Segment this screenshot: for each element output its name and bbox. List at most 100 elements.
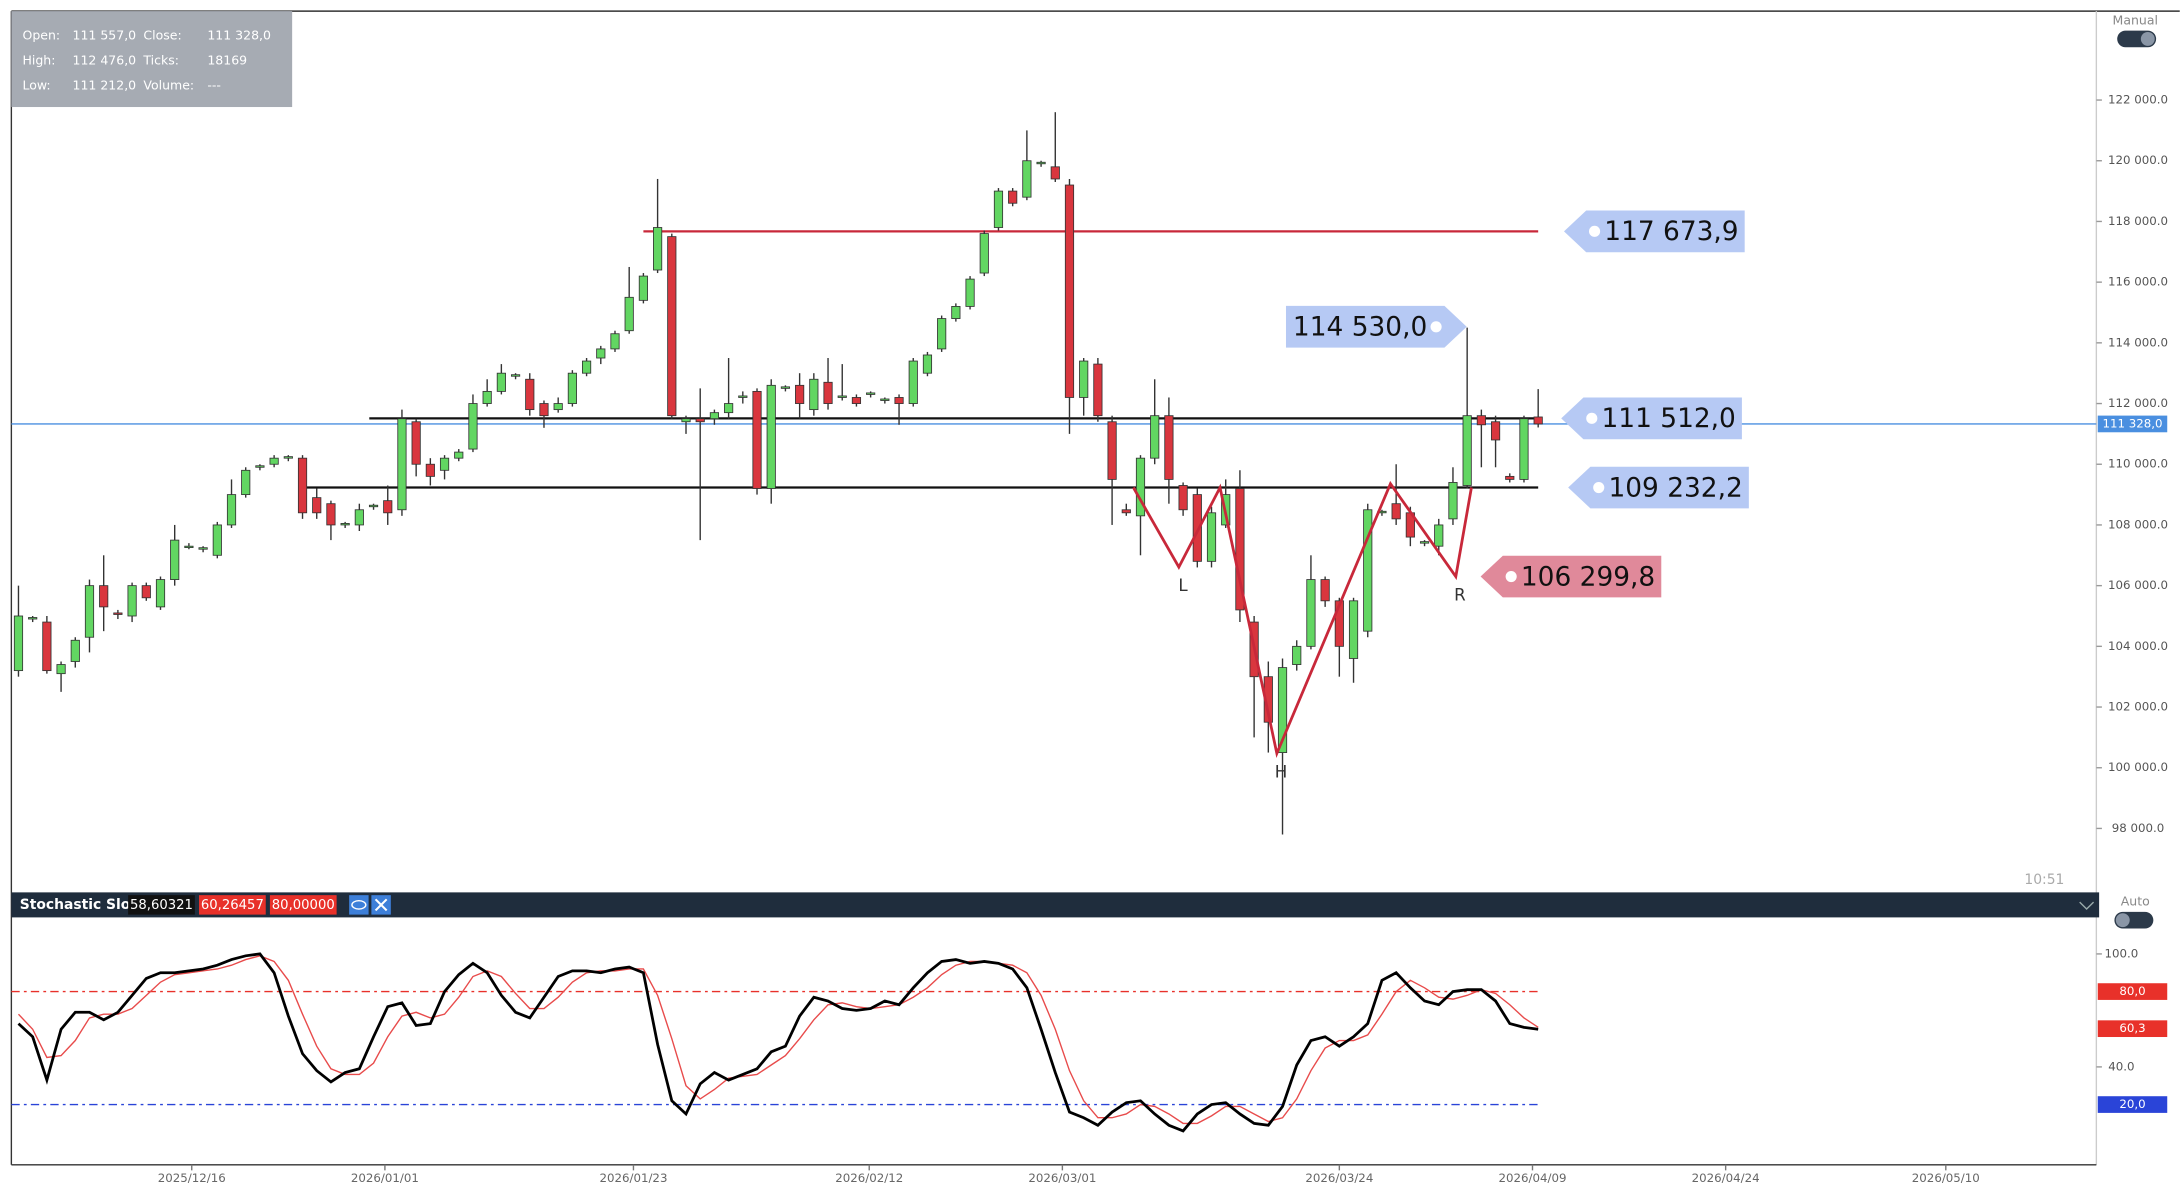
pattern-label: L	[1178, 576, 1188, 595]
candle-body	[1093, 363, 1103, 417]
candle-body	[809, 378, 819, 411]
candle-body	[866, 392, 876, 395]
candle-body	[184, 545, 194, 548]
candle-body	[1320, 579, 1330, 602]
last-value-label: 60,3	[2119, 1021, 2145, 1035]
level-badge	[2097, 1096, 2168, 1113]
candle-body	[780, 386, 791, 389]
y-tick-label: 108 000.0	[2108, 517, 2168, 531]
candle-body	[638, 275, 648, 301]
candle-body	[1391, 503, 1401, 520]
stochastic-line	[17, 952, 1539, 1133]
candle-body	[1306, 579, 1316, 647]
last-price-badge	[2097, 415, 2168, 433]
candle-body	[581, 360, 592, 374]
x-tick-label: 2026/03/01	[1028, 1171, 1096, 1185]
candle-body	[1178, 485, 1188, 511]
x-tick-label: 2026/04/24	[1692, 1171, 1760, 1185]
candle-body	[510, 374, 521, 377]
candle-body	[468, 403, 478, 450]
candle-body	[837, 395, 847, 398]
candle-body	[1121, 509, 1131, 514]
candle-body	[525, 378, 535, 411]
candle-body	[667, 236, 677, 417]
time-label: 10:51	[2024, 872, 2064, 888]
info-value: ---	[207, 78, 221, 93]
callout-label: 106 299,8	[1521, 561, 1655, 592]
callout-dot	[1505, 570, 1517, 583]
candle-body	[937, 318, 947, 350]
candle-body	[1348, 600, 1359, 659]
x-tick-label: 2026/01/01	[351, 1171, 419, 1185]
indicator-title: Stochastic Slow	[20, 897, 144, 913]
legend-value: 58,60321	[130, 898, 193, 913]
candle-body	[653, 227, 663, 271]
candle-body	[1164, 415, 1174, 480]
price-callout	[1561, 397, 1742, 440]
y-tick-label: 116 000.0	[2108, 275, 2168, 289]
candle-body	[482, 390, 492, 404]
x-tick-label: 2025/12/16	[158, 1171, 226, 1185]
candle-body	[695, 418, 705, 423]
candle-body	[411, 421, 421, 465]
candle-body	[908, 360, 918, 404]
candle-body	[993, 190, 1004, 228]
y-tick-label: 114 000.0	[2108, 335, 2168, 349]
candle-body	[1135, 457, 1146, 517]
candle-body	[155, 579, 166, 608]
candle-body	[28, 617, 38, 620]
candle-body	[1334, 600, 1344, 647]
candle-body	[823, 381, 833, 404]
candle-body	[1050, 166, 1060, 180]
candle-body	[567, 372, 577, 404]
candle-body	[1505, 475, 1515, 480]
x-tick-label: 2026/04/09	[1498, 1171, 1566, 1185]
y-tick-label: 120 000.0	[2108, 153, 2168, 167]
y-tick-label: 102 000.0	[2108, 700, 2168, 714]
y-tick-label: 118 000.0	[2108, 214, 2168, 228]
candle-body	[496, 372, 506, 392]
y-tick-label: 100 000.0	[2108, 760, 2168, 774]
candle-body	[596, 348, 606, 359]
x-tick-label: 2026/05/10	[1912, 1171, 1980, 1185]
y-tick-label: 104 000.0	[2108, 639, 2168, 653]
y-tick-label: 122 000.0	[2108, 93, 2168, 107]
mode-label: Auto	[2121, 894, 2150, 909]
info-label: High:	[22, 53, 55, 68]
candle-body	[198, 547, 208, 550]
collapse-icon[interactable]	[2079, 901, 2095, 911]
candle-body	[1206, 512, 1217, 562]
y-tick-label: 100.0	[2104, 946, 2138, 960]
candle-body	[212, 524, 222, 556]
level-label: 20,0	[2119, 1097, 2145, 1111]
candle-body	[56, 664, 66, 675]
toggle-knob	[2140, 31, 2155, 46]
candle-body	[1490, 421, 1501, 441]
candle-body	[99, 585, 109, 608]
candle-body	[709, 412, 719, 420]
candle-body	[354, 509, 364, 526]
info-box	[11, 11, 293, 108]
candle-body	[795, 384, 805, 404]
info-label: Ticks:	[142, 53, 179, 68]
candle-body	[766, 384, 776, 489]
candle-body	[368, 504, 379, 508]
candle-body	[610, 333, 620, 350]
callout-dot	[1589, 225, 1601, 237]
candle-body	[1363, 509, 1373, 632]
eye-icon	[351, 900, 367, 910]
candle-body	[1036, 161, 1046, 165]
candle-body	[1064, 184, 1075, 398]
legend-value-box	[128, 895, 195, 915]
visibility-button[interactable]	[349, 895, 369, 915]
candle-body	[681, 418, 691, 423]
toggle-knob	[2115, 913, 2130, 928]
x-tick-label: 2026/01/23	[599, 1171, 667, 1185]
candle-body	[1448, 482, 1458, 520]
candle-body	[1008, 190, 1018, 204]
y-tick-label: 112 000.0	[2108, 396, 2168, 410]
candle-body	[141, 585, 151, 599]
x-tick-label: 2026/02/12	[835, 1171, 903, 1185]
